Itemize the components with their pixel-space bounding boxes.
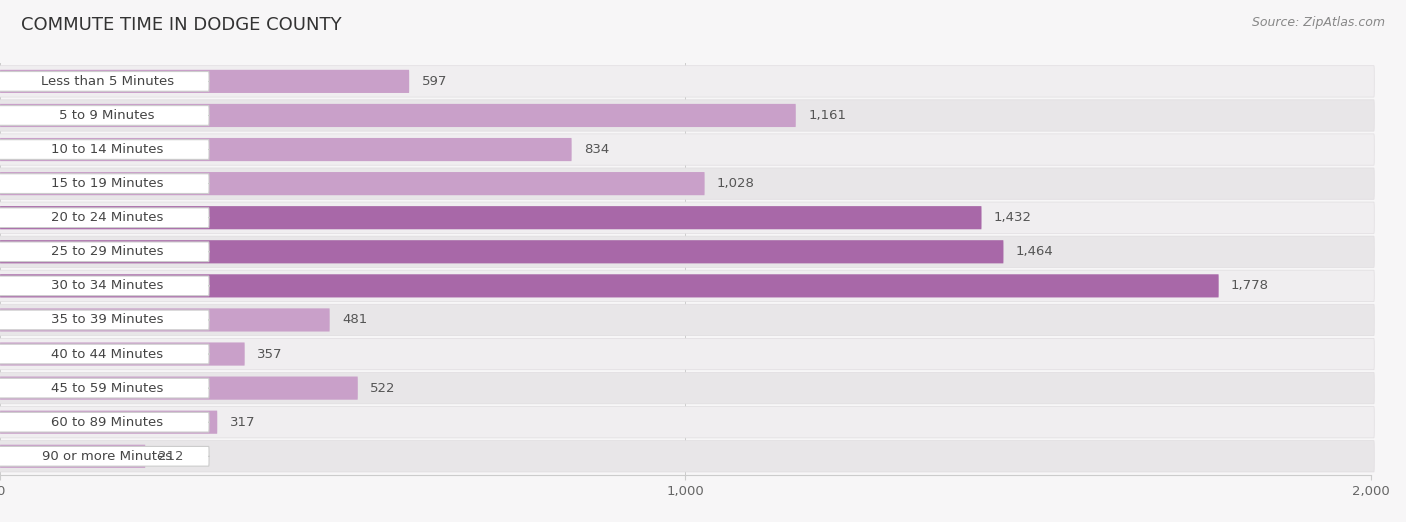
Text: 212: 212 xyxy=(157,450,183,463)
FancyBboxPatch shape xyxy=(0,411,218,434)
FancyBboxPatch shape xyxy=(0,174,209,194)
Text: 1,778: 1,778 xyxy=(1232,279,1270,292)
FancyBboxPatch shape xyxy=(0,100,1374,131)
Text: 20 to 24 Minutes: 20 to 24 Minutes xyxy=(51,211,163,224)
FancyBboxPatch shape xyxy=(0,240,1004,264)
Text: 522: 522 xyxy=(370,382,395,395)
FancyBboxPatch shape xyxy=(0,168,1374,199)
FancyBboxPatch shape xyxy=(0,242,209,262)
FancyBboxPatch shape xyxy=(0,270,1374,302)
Text: 30 to 34 Minutes: 30 to 34 Minutes xyxy=(51,279,163,292)
FancyBboxPatch shape xyxy=(0,304,1374,336)
FancyBboxPatch shape xyxy=(0,138,572,161)
FancyBboxPatch shape xyxy=(0,202,1374,233)
FancyBboxPatch shape xyxy=(0,140,209,159)
Text: 10 to 14 Minutes: 10 to 14 Minutes xyxy=(51,143,163,156)
FancyBboxPatch shape xyxy=(0,412,209,432)
FancyBboxPatch shape xyxy=(0,441,1374,472)
FancyBboxPatch shape xyxy=(0,104,796,127)
FancyBboxPatch shape xyxy=(0,134,1374,165)
FancyBboxPatch shape xyxy=(0,372,1374,404)
FancyBboxPatch shape xyxy=(0,338,1374,370)
FancyBboxPatch shape xyxy=(0,309,329,331)
Text: COMMUTE TIME IN DODGE COUNTY: COMMUTE TIME IN DODGE COUNTY xyxy=(21,16,342,33)
FancyBboxPatch shape xyxy=(0,407,1374,438)
FancyBboxPatch shape xyxy=(0,376,357,400)
FancyBboxPatch shape xyxy=(0,310,209,330)
FancyBboxPatch shape xyxy=(0,274,1219,298)
FancyBboxPatch shape xyxy=(0,344,209,364)
FancyBboxPatch shape xyxy=(0,446,209,466)
Text: 481: 481 xyxy=(342,313,367,326)
Text: 60 to 89 Minutes: 60 to 89 Minutes xyxy=(51,416,163,429)
FancyBboxPatch shape xyxy=(0,206,981,229)
FancyBboxPatch shape xyxy=(0,105,209,125)
FancyBboxPatch shape xyxy=(0,342,245,365)
Text: 1,464: 1,464 xyxy=(1015,245,1053,258)
Text: Less than 5 Minutes: Less than 5 Minutes xyxy=(41,75,173,88)
Text: 317: 317 xyxy=(229,416,254,429)
FancyBboxPatch shape xyxy=(0,66,1374,97)
Text: 834: 834 xyxy=(583,143,609,156)
FancyBboxPatch shape xyxy=(0,445,145,468)
Text: 90 or more Minutes: 90 or more Minutes xyxy=(42,450,172,463)
Text: 1,028: 1,028 xyxy=(717,177,755,190)
Text: Source: ZipAtlas.com: Source: ZipAtlas.com xyxy=(1251,16,1385,29)
FancyBboxPatch shape xyxy=(0,70,409,93)
Text: 357: 357 xyxy=(257,348,283,361)
Text: 35 to 39 Minutes: 35 to 39 Minutes xyxy=(51,313,163,326)
Text: 5 to 9 Minutes: 5 to 9 Minutes xyxy=(59,109,155,122)
Text: 15 to 19 Minutes: 15 to 19 Minutes xyxy=(51,177,163,190)
FancyBboxPatch shape xyxy=(0,208,209,228)
FancyBboxPatch shape xyxy=(0,378,209,398)
Text: 597: 597 xyxy=(422,75,447,88)
Text: 1,161: 1,161 xyxy=(808,109,846,122)
Text: 25 to 29 Minutes: 25 to 29 Minutes xyxy=(51,245,163,258)
FancyBboxPatch shape xyxy=(0,276,209,296)
FancyBboxPatch shape xyxy=(0,72,209,91)
FancyBboxPatch shape xyxy=(0,236,1374,267)
Text: 40 to 44 Minutes: 40 to 44 Minutes xyxy=(51,348,163,361)
Text: 45 to 59 Minutes: 45 to 59 Minutes xyxy=(51,382,163,395)
Text: 1,432: 1,432 xyxy=(994,211,1032,224)
FancyBboxPatch shape xyxy=(0,172,704,195)
